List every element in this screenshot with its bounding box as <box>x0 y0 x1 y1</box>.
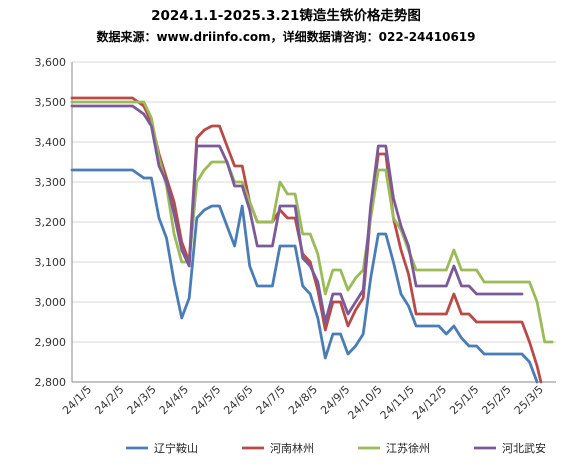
y-tick-label: 3,000 <box>35 296 67 309</box>
x-tick-label: 24/2/5 <box>92 383 126 417</box>
series-line-3 <box>70 100 554 344</box>
x-tick-label: 24/4/5 <box>157 383 191 417</box>
legend: 辽宁鞍山 河南林州 江苏徐州 河北武安 <box>126 441 546 455</box>
y-tick-label: 3,200 <box>35 216 67 229</box>
x-tick-label: 24/12/5 <box>410 383 449 422</box>
x-tick-label: 25/2/5 <box>479 383 513 417</box>
x-tick-label: 24/7/5 <box>254 383 288 417</box>
x-tick-label: 25/3/5 <box>512 383 546 417</box>
x-tick-label: 24/6/5 <box>221 383 255 417</box>
x-tick-label: 24/11/5 <box>378 383 417 422</box>
x-tick-label: 24/5/5 <box>189 383 223 417</box>
y-tick-label: 3,500 <box>35 96 67 109</box>
y-tick-label: 3,100 <box>35 256 67 269</box>
chart-subtitle: 数据来源：www.driinfo.com，详细数据请咨询：022-2441061… <box>96 29 475 44</box>
y-tick-label: 2,800 <box>35 376 67 389</box>
plot-area: 2,800 2,900 3,000 3,100 3,200 3,300 3,400 3,500… <box>35 56 556 422</box>
y-tick-label: 3,300 <box>35 176 67 189</box>
y-tick-label: 2,900 <box>35 336 67 349</box>
y-tick-label: 3,600 <box>35 56 67 69</box>
series-line-2 <box>70 96 543 384</box>
legend-label: 江苏徐州 <box>386 441 430 455</box>
legend-label: 河南林州 <box>270 441 314 455</box>
x-tick-label: 25/1/5 <box>447 383 481 417</box>
y-tick-label: 3,400 <box>35 136 67 149</box>
x-tick-label: 24/10/5 <box>345 383 384 422</box>
x-tick-label: 24/8/5 <box>286 383 320 417</box>
chart-title: 2024.1.1-2025.3.21铸造生铁价格走势图 <box>151 7 421 24</box>
series-line-4 <box>70 104 524 324</box>
x-tick-label: 24/3/5 <box>125 383 159 417</box>
series-line-1 <box>70 168 539 384</box>
legend-label: 辽宁鞍山 <box>154 441 198 455</box>
legend-label: 河北武安 <box>502 441 546 455</box>
